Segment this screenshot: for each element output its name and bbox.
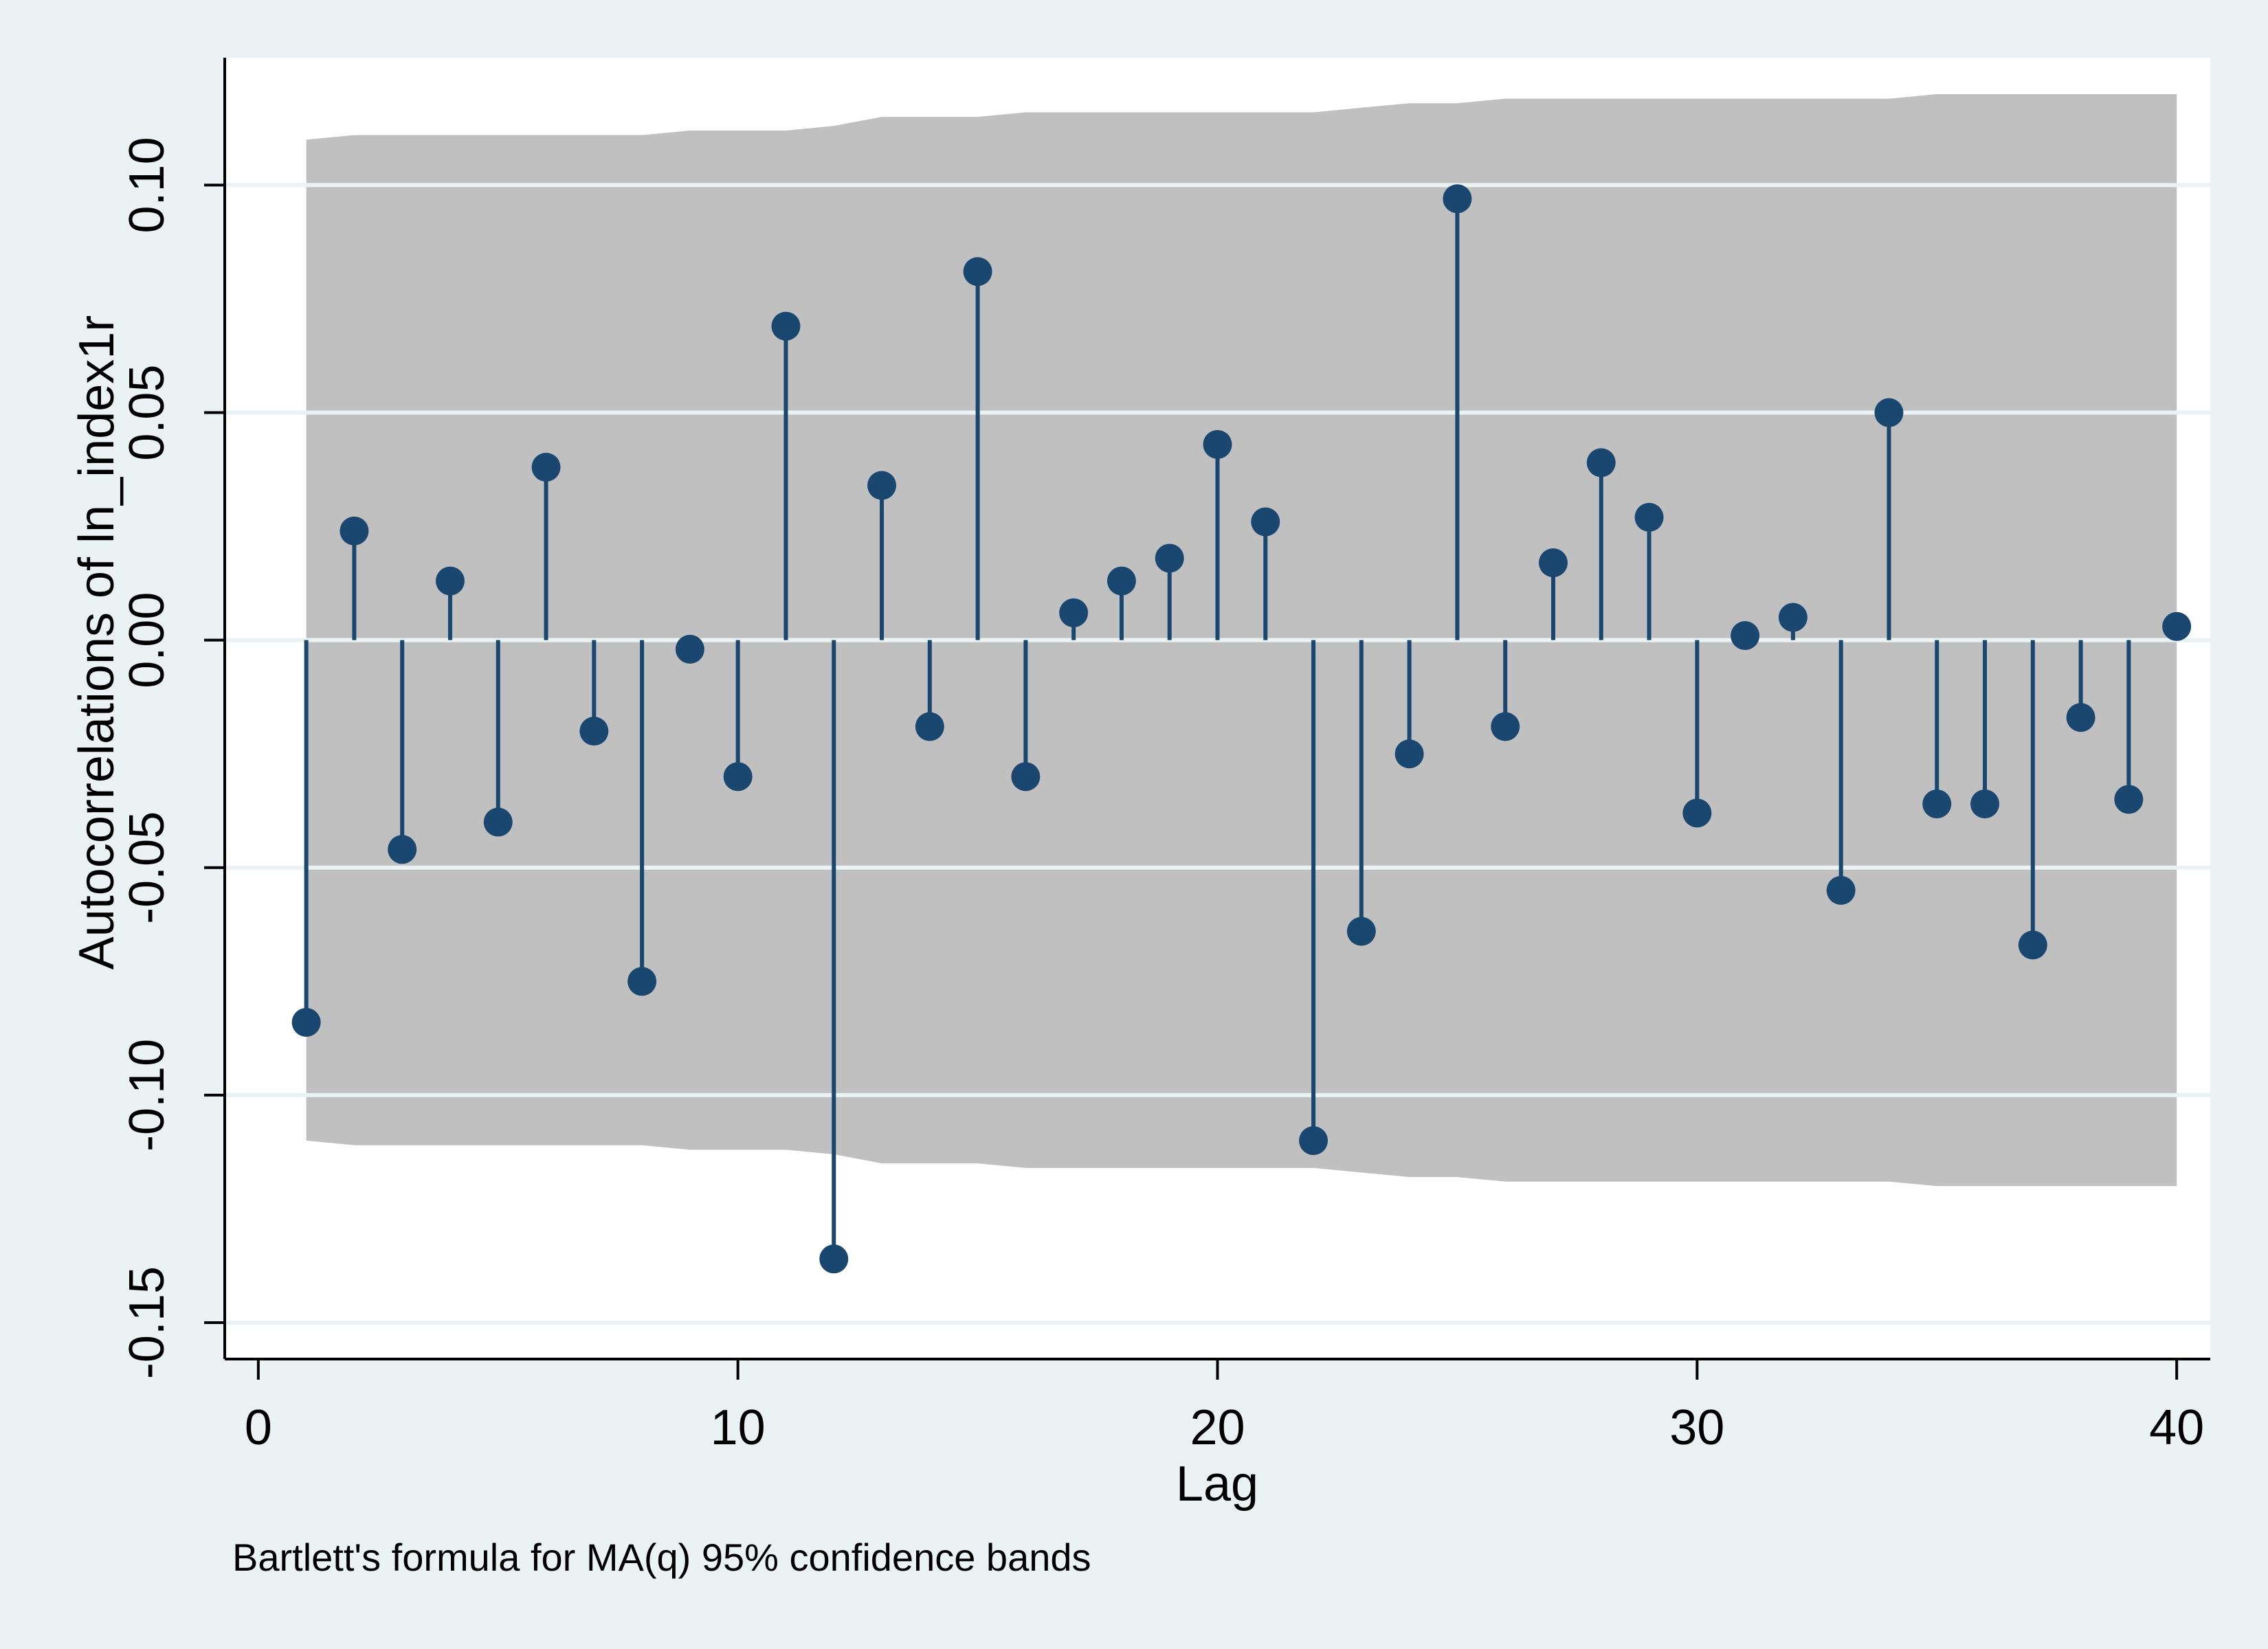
acf-point-lag-9	[675, 634, 704, 664]
x-tick-label: 20	[1190, 1400, 1245, 1455]
acf-point-lag-37	[2018, 930, 2047, 960]
acf-point-lag-21	[1251, 507, 1280, 537]
acf-point-lag-26	[1491, 712, 1520, 741]
acf-point-lag-39	[2114, 785, 2144, 814]
y-tick-label: -0.05	[120, 811, 175, 924]
acf-point-lag-30	[1682, 798, 1712, 828]
y-axis-title: Autocorrelations of ln_index1r	[69, 315, 124, 970]
acf-point-lag-6	[531, 453, 561, 482]
acf-point-lag-34	[1874, 398, 1904, 427]
acf-point-lag-16	[1011, 762, 1041, 792]
acf-point-lag-4	[435, 566, 465, 596]
acf-point-lag-1	[291, 1007, 321, 1037]
acf-point-lag-19	[1155, 543, 1184, 573]
x-tick-label: 0	[245, 1400, 272, 1455]
acf-point-lag-13	[867, 471, 897, 500]
chart-note: Bartlett's formula for MA(q) 95% confide…	[232, 1536, 1091, 1579]
acf-point-lag-11	[771, 311, 801, 341]
acf-point-lag-33	[1826, 875, 1856, 905]
y-tick-label: -0.15	[120, 1266, 175, 1379]
acf-point-lag-18	[1107, 566, 1136, 596]
x-tick-label: 40	[2149, 1400, 2204, 1455]
acf-point-lag-2	[340, 516, 369, 546]
acf-point-lag-40	[2162, 612, 2192, 641]
y-tick-label: -0.10	[120, 1039, 175, 1152]
acf-point-lag-32	[1778, 603, 1808, 632]
x-tick-label: 10	[711, 1400, 766, 1455]
acf-point-lag-23	[1346, 917, 1376, 946]
stem-layer	[291, 184, 2192, 1274]
y-tick-label: 0.00	[120, 592, 175, 688]
acf-point-lag-12	[819, 1244, 849, 1274]
y-tick-label: 0.05	[120, 364, 175, 460]
x-axis-title: Lag	[1176, 1457, 1258, 1512]
acf-point-lag-35	[1922, 789, 1952, 819]
acf-point-lag-10	[723, 762, 753, 792]
x-tick-label: 30	[1669, 1400, 1724, 1455]
acf-point-lag-28	[1586, 448, 1616, 478]
acf-point-lag-27	[1538, 548, 1568, 578]
acf-point-lag-38	[2066, 703, 2095, 732]
acf-point-lag-7	[579, 717, 609, 746]
acf-point-lag-3	[388, 835, 417, 864]
acf-point-lag-15	[963, 257, 992, 287]
acf-point-lag-24	[1394, 739, 1424, 769]
axis-layer: -0.15 -0.10 -0.05 0.00 0.05 0.10 0 10 20 30 40	[120, 58, 2210, 1455]
y-tick-label: 0.10	[120, 137, 175, 233]
acf-point-lag-5	[483, 807, 513, 837]
acf-point-lag-31	[1731, 621, 1760, 651]
acf-point-lag-29	[1634, 502, 1664, 532]
acf-point-lag-36	[1970, 789, 2000, 819]
acf-point-lag-25	[1443, 184, 1472, 214]
acf-point-lag-8	[627, 967, 657, 996]
acf-point-lag-22	[1299, 1126, 1328, 1156]
acf-point-lag-20	[1203, 429, 1232, 459]
acf-point-lag-17	[1059, 598, 1089, 627]
acf-point-lag-14	[915, 712, 944, 741]
